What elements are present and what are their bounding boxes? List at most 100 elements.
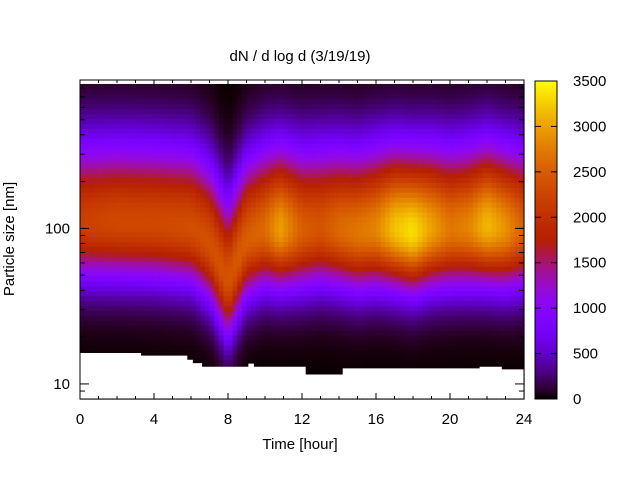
- heatmap-cell: [357, 359, 363, 366]
- heatmap-cell: [422, 103, 428, 110]
- heatmap-cell: [348, 103, 354, 110]
- heatmap-cell: [417, 113, 423, 119]
- heatmap-cell: [408, 133, 414, 139]
- heatmap-cell: [255, 256, 261, 262]
- heatmap-cell: [380, 310, 386, 316]
- heatmap-cell: [84, 256, 90, 262]
- heatmap-cell: [260, 206, 266, 213]
- heatmap-cell: [107, 280, 113, 287]
- heatmap-cell: [399, 280, 405, 287]
- heatmap-cell: [130, 349, 137, 356]
- heatmap-cell: [93, 295, 100, 302]
- heatmap-cell: [426, 305, 433, 311]
- heatmap-cell: [413, 364, 419, 371]
- heatmap-cell: [292, 192, 298, 198]
- heatmap-cell: [135, 344, 141, 351]
- heatmap-cell: [297, 123, 303, 129]
- heatmap-cell: [158, 197, 164, 203]
- heatmap-cell: [362, 325, 368, 331]
- heatmap-cell: [191, 261, 197, 267]
- heatmap-cell: [121, 147, 127, 154]
- heatmap-cell: [209, 113, 215, 119]
- heatmap-cell: [191, 221, 197, 228]
- heatmap-cell: [288, 83, 294, 90]
- heatmap-cell: [237, 261, 243, 267]
- heatmap-cell: [334, 83, 340, 90]
- heatmap-cell: [177, 123, 183, 129]
- heatmap-cell: [228, 261, 234, 267]
- heatmap-cell: [107, 98, 113, 105]
- heatmap-cell: [181, 128, 187, 134]
- heatmap-cell: [191, 320, 197, 326]
- heatmap-cell: [255, 315, 261, 321]
- heatmap-cell: [311, 300, 317, 307]
- heatmap-cell: [376, 206, 382, 213]
- heatmap-cell: [297, 128, 303, 134]
- heatmap-cell: [292, 354, 298, 361]
- heatmap-cell: [232, 206, 238, 213]
- heatmap-cell: [98, 138, 104, 144]
- heatmap-cell: [154, 103, 160, 110]
- heatmap-cell: [371, 246, 377, 252]
- heatmap-cell: [431, 315, 437, 321]
- heatmap-cell: [431, 206, 437, 213]
- heatmap-cell: [394, 349, 400, 356]
- heatmap-cell: [228, 192, 234, 198]
- heatmap-cell: [163, 172, 169, 179]
- heatmap-cell: [228, 280, 234, 287]
- heatmap-cell: [362, 138, 368, 144]
- heatmap-cell: [385, 295, 391, 302]
- heatmap-cell: [417, 280, 423, 287]
- heatmap-cell: [140, 349, 146, 356]
- heatmap-cell: [181, 344, 187, 351]
- heatmap-cell: [306, 330, 312, 336]
- heatmap-cell: [380, 182, 386, 188]
- heatmap-cell: [371, 241, 377, 247]
- heatmap-cell: [352, 152, 359, 159]
- heatmap-cell: [436, 103, 442, 110]
- heatmap-cell: [288, 290, 294, 297]
- heatmap-cell: [200, 334, 206, 341]
- heatmap-cell: [84, 123, 90, 129]
- heatmap-cell: [426, 157, 433, 164]
- heatmap-cell: [348, 147, 354, 154]
- heatmap-cell: [214, 280, 220, 287]
- heatmap-cell: [343, 206, 349, 213]
- heatmap-cell: [84, 231, 90, 238]
- heatmap-cell: [292, 344, 298, 351]
- heatmap-cell: [408, 270, 414, 277]
- heatmap-cell: [306, 325, 312, 331]
- heatmap-cell: [154, 251, 160, 257]
- heatmap-cell: [107, 236, 113, 243]
- heatmap-cell: [218, 108, 224, 114]
- heatmap-cell: [140, 266, 146, 272]
- heatmap-cell: [140, 261, 146, 267]
- heatmap-cell: [311, 192, 317, 198]
- heatmap-cell: [163, 315, 169, 321]
- heatmap-cell: [399, 241, 405, 247]
- heatmap-cell: [93, 202, 100, 208]
- heatmap-cell: [177, 98, 183, 105]
- heatmap-cell: [389, 295, 396, 302]
- heatmap-cell: [302, 295, 308, 302]
- heatmap-cell: [297, 236, 303, 243]
- heatmap-cell: [200, 177, 206, 183]
- heatmap-cell: [135, 177, 141, 183]
- heatmap-cell: [302, 162, 308, 169]
- heatmap-cell: [389, 330, 396, 336]
- heatmap-cell: [311, 320, 317, 326]
- heatmap-cell: [315, 251, 322, 257]
- heatmap-cell: [283, 142, 289, 149]
- heatmap-cell: [107, 202, 113, 208]
- heatmap-cell: [117, 108, 123, 114]
- heatmap-cell: [260, 334, 266, 341]
- heatmap-cell: [117, 236, 123, 243]
- heatmap-cell: [172, 334, 178, 341]
- heatmap-cell: [265, 113, 271, 119]
- heatmap-cell: [265, 285, 271, 292]
- heatmap-cell: [121, 162, 127, 169]
- heatmap-cell: [93, 270, 100, 277]
- heatmap-cell: [376, 285, 382, 292]
- heatmap-cell: [172, 290, 178, 297]
- heatmap-cell: [343, 118, 349, 124]
